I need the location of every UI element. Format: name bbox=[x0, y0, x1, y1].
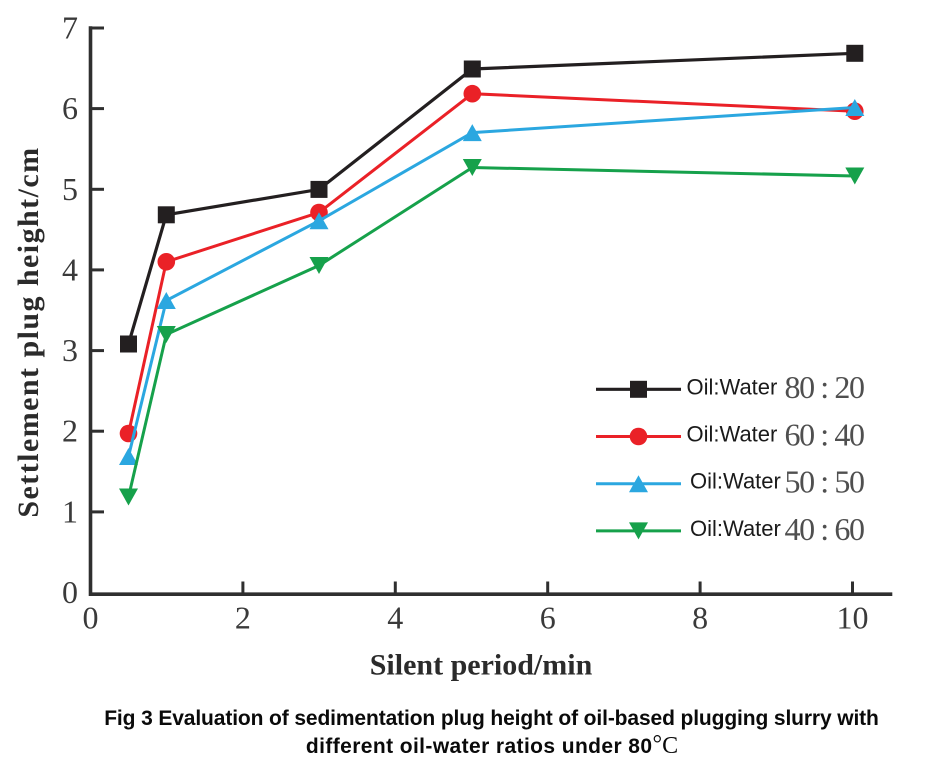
svg-text:80 : 20: 80 : 20 bbox=[785, 369, 864, 405]
svg-text:Oil:Water: Oil:Water bbox=[690, 469, 781, 494]
svg-text:Fig 3 Evaluation of sedimentat: Fig 3 Evaluation of sedimentation plug h… bbox=[104, 707, 879, 730]
svg-text:different oil-water ratios und: different oil-water ratios under 80°C bbox=[306, 732, 678, 760]
svg-text:Settlement plug height/cm: Settlement plug height/cm bbox=[12, 146, 45, 517]
svg-text:7: 7 bbox=[62, 10, 78, 46]
svg-text:0: 0 bbox=[62, 574, 78, 610]
svg-text:40 : 60: 40 : 60 bbox=[785, 511, 864, 547]
svg-text:1: 1 bbox=[62, 493, 78, 529]
svg-text:6: 6 bbox=[540, 600, 556, 636]
svg-text:Oil:Water: Oil:Water bbox=[687, 422, 778, 447]
svg-text:4: 4 bbox=[387, 600, 403, 636]
svg-text:5: 5 bbox=[62, 171, 78, 207]
svg-text:8: 8 bbox=[692, 600, 708, 636]
svg-text:Silent period/min: Silent period/min bbox=[370, 648, 593, 681]
svg-text:Oil:Water: Oil:Water bbox=[687, 374, 778, 399]
svg-text:4: 4 bbox=[62, 251, 78, 287]
svg-text:2: 2 bbox=[235, 600, 251, 636]
svg-text:2: 2 bbox=[62, 413, 78, 449]
svg-text:0: 0 bbox=[83, 600, 99, 636]
svg-text:Oil:Water: Oil:Water bbox=[690, 516, 781, 541]
svg-text:10: 10 bbox=[837, 600, 869, 636]
svg-text:6: 6 bbox=[62, 90, 78, 126]
svg-text:3: 3 bbox=[62, 332, 78, 368]
svg-text:60 : 40: 60 : 40 bbox=[785, 416, 864, 452]
svg-text:50 : 50: 50 : 50 bbox=[785, 464, 864, 500]
